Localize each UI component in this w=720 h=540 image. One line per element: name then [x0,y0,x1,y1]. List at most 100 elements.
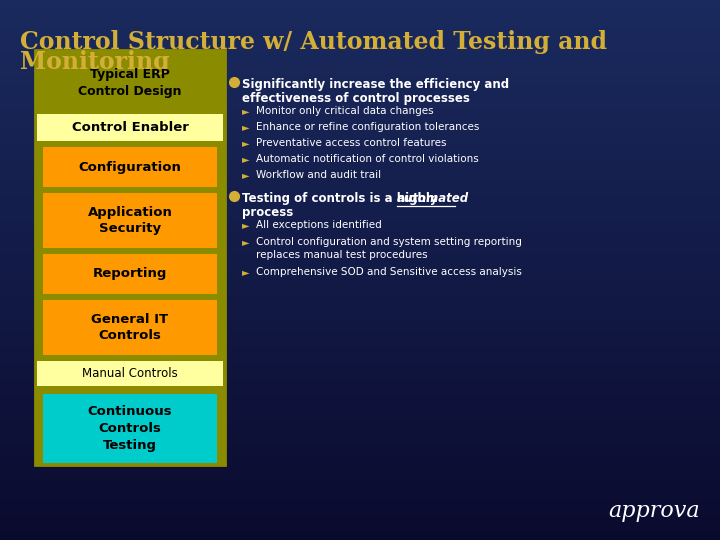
Bar [0,507,720,508]
Bar [0,35,720,36]
Bar [0,304,720,305]
Bar [0,284,720,285]
Bar [0,2,720,3]
Bar [0,456,720,457]
Bar [0,341,720,342]
Bar [0,72,720,73]
Bar [0,441,720,442]
Bar [0,370,720,371]
Bar [0,298,720,299]
Bar [0,192,720,193]
Bar [0,457,720,458]
Bar [0,21,720,22]
Bar [0,37,720,38]
Bar [0,533,720,534]
Bar [0,331,720,332]
Bar [0,251,720,252]
Bar [0,483,720,484]
Bar [0,6,720,7]
Bar [0,362,720,363]
Bar [0,412,720,413]
Text: Control configuration and system setting reporting: Control configuration and system setting… [256,237,522,247]
Bar [0,339,720,340]
Bar [0,88,720,89]
Bar [0,199,720,200]
Bar [0,475,720,476]
Bar [0,200,720,201]
Bar [0,143,720,144]
Bar [0,149,720,150]
Bar [0,104,720,105]
Bar [0,80,720,81]
Bar [0,296,720,297]
Bar [0,419,720,420]
Bar [0,182,720,183]
Bar [0,176,720,177]
Bar [0,60,720,61]
Bar [0,320,720,321]
Bar [0,477,720,478]
Bar [0,139,720,140]
Bar [0,224,720,225]
Bar [0,315,720,316]
Bar [0,170,720,171]
Bar [0,334,720,335]
Bar [0,259,720,260]
Bar [0,29,720,30]
Bar [0,265,720,266]
Bar [0,353,720,354]
Bar [0,420,720,421]
Bar [0,103,720,104]
Bar [0,98,720,99]
Bar [0,307,720,308]
Bar [0,111,720,112]
Bar [0,154,720,155]
Bar [0,135,720,136]
Bar [0,538,720,539]
Bar [0,55,720,56]
Bar [0,250,720,251]
Bar [0,107,720,108]
Bar [0,534,720,535]
Bar [0,222,720,223]
Bar [0,437,720,438]
Bar [0,96,720,97]
Bar [0,179,720,180]
Bar [0,68,720,69]
Bar [0,428,720,429]
Bar [0,444,720,445]
Bar [0,137,720,138]
Bar [0,464,720,465]
Bar [0,238,720,239]
Bar [0,24,720,25]
Bar [0,49,720,50]
Bar [0,516,720,517]
Bar [0,61,720,62]
Bar [0,505,720,506]
Bar [0,465,720,466]
Bar [0,274,720,275]
Bar [0,100,720,101]
Bar [0,14,720,15]
Bar [0,378,720,379]
Text: Testing of controls is a highly: Testing of controls is a highly [242,192,441,205]
Bar [0,288,720,289]
Bar [0,148,720,149]
Bar [0,463,720,464]
Text: ►: ► [242,170,250,180]
Bar [0,70,720,71]
Bar [0,3,720,4]
Bar [0,451,720,452]
Bar [0,518,720,519]
Bar [0,78,720,79]
Text: Significantly increase the efficiency and: Significantly increase the efficiency an… [242,78,509,91]
Bar [0,301,720,302]
Bar [0,123,720,124]
Bar [0,508,720,509]
Bar [0,450,720,451]
Bar [0,486,720,487]
Bar [0,491,720,492]
Bar [0,377,720,378]
Bar [0,391,720,392]
Bar [0,290,720,291]
